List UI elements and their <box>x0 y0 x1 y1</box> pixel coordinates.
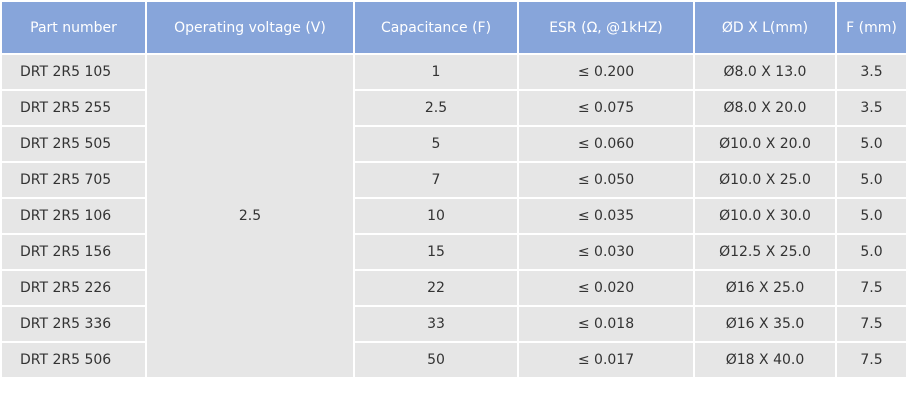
part-number: DRT 2R5 106 <box>0 197 147 235</box>
capacitance: 15 <box>353 233 519 271</box>
esr: ≤ 0.060 <box>517 125 695 163</box>
dimensions: Ø16 X 35.0 <box>693 305 837 343</box>
capacitance: 33 <box>353 305 519 343</box>
esr: ≤ 0.018 <box>517 305 695 343</box>
dimensions: Ø8.0 X 20.0 <box>693 89 837 127</box>
dimensions: Ø8.0 X 13.0 <box>693 53 837 91</box>
dimensions: Ø10.0 X 20.0 <box>693 125 837 163</box>
lead-spacing: 7.5 <box>835 341 906 379</box>
part-number: DRT 2R5 705 <box>0 161 147 199</box>
part-number: DRT 2R5 505 <box>0 125 147 163</box>
table-row: DRT 2R5 336 33 ≤ 0.018 Ø16 X 35.0 7.5 <box>0 305 906 343</box>
part-number: DRT 2R5 105 <box>0 53 147 91</box>
esr: ≤ 0.017 <box>517 341 695 379</box>
header-cell: F (mm) <box>835 0 906 55</box>
dimensions: Ø18 X 40.0 <box>693 341 837 379</box>
table-row: DRT 2R5 505 5 ≤ 0.060 Ø10.0 X 20.0 5.0 <box>0 125 906 163</box>
table-row: DRT 2R5 506 50 ≤ 0.017 Ø18 X 40.0 7.5 <box>0 341 906 379</box>
capacitance: 1 <box>353 53 519 91</box>
capacitance: 5 <box>353 125 519 163</box>
voltage-cell: 2.5 <box>145 53 355 379</box>
lead-spacing: 5.0 <box>835 125 906 163</box>
header-row: Part number Operating voltage (V) Capacita… <box>0 0 906 55</box>
dimensions: Ø10.0 X 30.0 <box>693 197 837 235</box>
part-number: DRT 2R5 255 <box>0 89 147 127</box>
part-number: DRT 2R5 226 <box>0 269 147 307</box>
header-cell: Part number <box>0 0 147 55</box>
part-number: DRT 2R5 506 <box>0 341 147 379</box>
esr: ≤ 0.050 <box>517 161 695 199</box>
esr: ≤ 0.075 <box>517 89 695 127</box>
spec-table: Part number Operating voltage (V) Capacita… <box>0 0 906 379</box>
lead-spacing: 5.0 <box>835 233 906 271</box>
table-row: DRT 2R5 705 7 ≤ 0.050 Ø10.0 X 25.0 5.0 <box>0 161 906 199</box>
header-cell: ØD X L(mm) <box>693 0 837 55</box>
lead-spacing: 7.5 <box>835 305 906 343</box>
esr: ≤ 0.200 <box>517 53 695 91</box>
esr: ≤ 0.035 <box>517 197 695 235</box>
lead-spacing: 3.5 <box>835 89 906 127</box>
esr: ≤ 0.030 <box>517 233 695 271</box>
table-body: DRT 2R5 105 2.5 1 ≤ 0.200 Ø8.0 X 13.0 3.5 DRT … <box>0 53 906 379</box>
part-number: DRT 2R5 336 <box>0 305 147 343</box>
dimensions: Ø16 X 25.0 <box>693 269 837 307</box>
esr: ≤ 0.020 <box>517 269 695 307</box>
lead-spacing: 5.0 <box>835 161 906 199</box>
part-number: DRT 2R5 156 <box>0 233 147 271</box>
table-row: DRT 2R5 106 10 ≤ 0.035 Ø10.0 X 30.0 5.0 <box>0 197 906 235</box>
dimensions: Ø10.0 X 25.0 <box>693 161 837 199</box>
table-row: DRT 2R5 226 22 ≤ 0.020 Ø16 X 25.0 7.5 <box>0 269 906 307</box>
lead-spacing: 7.5 <box>835 269 906 307</box>
dimensions: Ø12.5 X 25.0 <box>693 233 837 271</box>
header-cell: ESR (Ω, @1kHZ) <box>517 0 695 55</box>
table-row: DRT 2R5 105 2.5 1 ≤ 0.200 Ø8.0 X 13.0 3.5 <box>0 53 906 379</box>
capacitance: 50 <box>353 341 519 379</box>
capacitance: 10 <box>353 197 519 235</box>
table-row: DRT 2R5 156 15 ≤ 0.030 Ø12.5 X 25.0 5.0 <box>0 233 906 271</box>
lead-spacing: 5.0 <box>835 197 906 235</box>
capacitance: 7 <box>353 161 519 199</box>
header-cell: Capacitance (F) <box>353 0 519 55</box>
capacitance: 22 <box>353 269 519 307</box>
lead-spacing: 3.5 <box>835 53 906 91</box>
capacitance: 2.5 <box>353 89 519 127</box>
header-cell: Operating voltage (V) <box>145 0 355 55</box>
table-row: DRT 2R5 255 2.5 ≤ 0.075 Ø8.0 X 20.0 3.5 <box>0 89 906 127</box>
